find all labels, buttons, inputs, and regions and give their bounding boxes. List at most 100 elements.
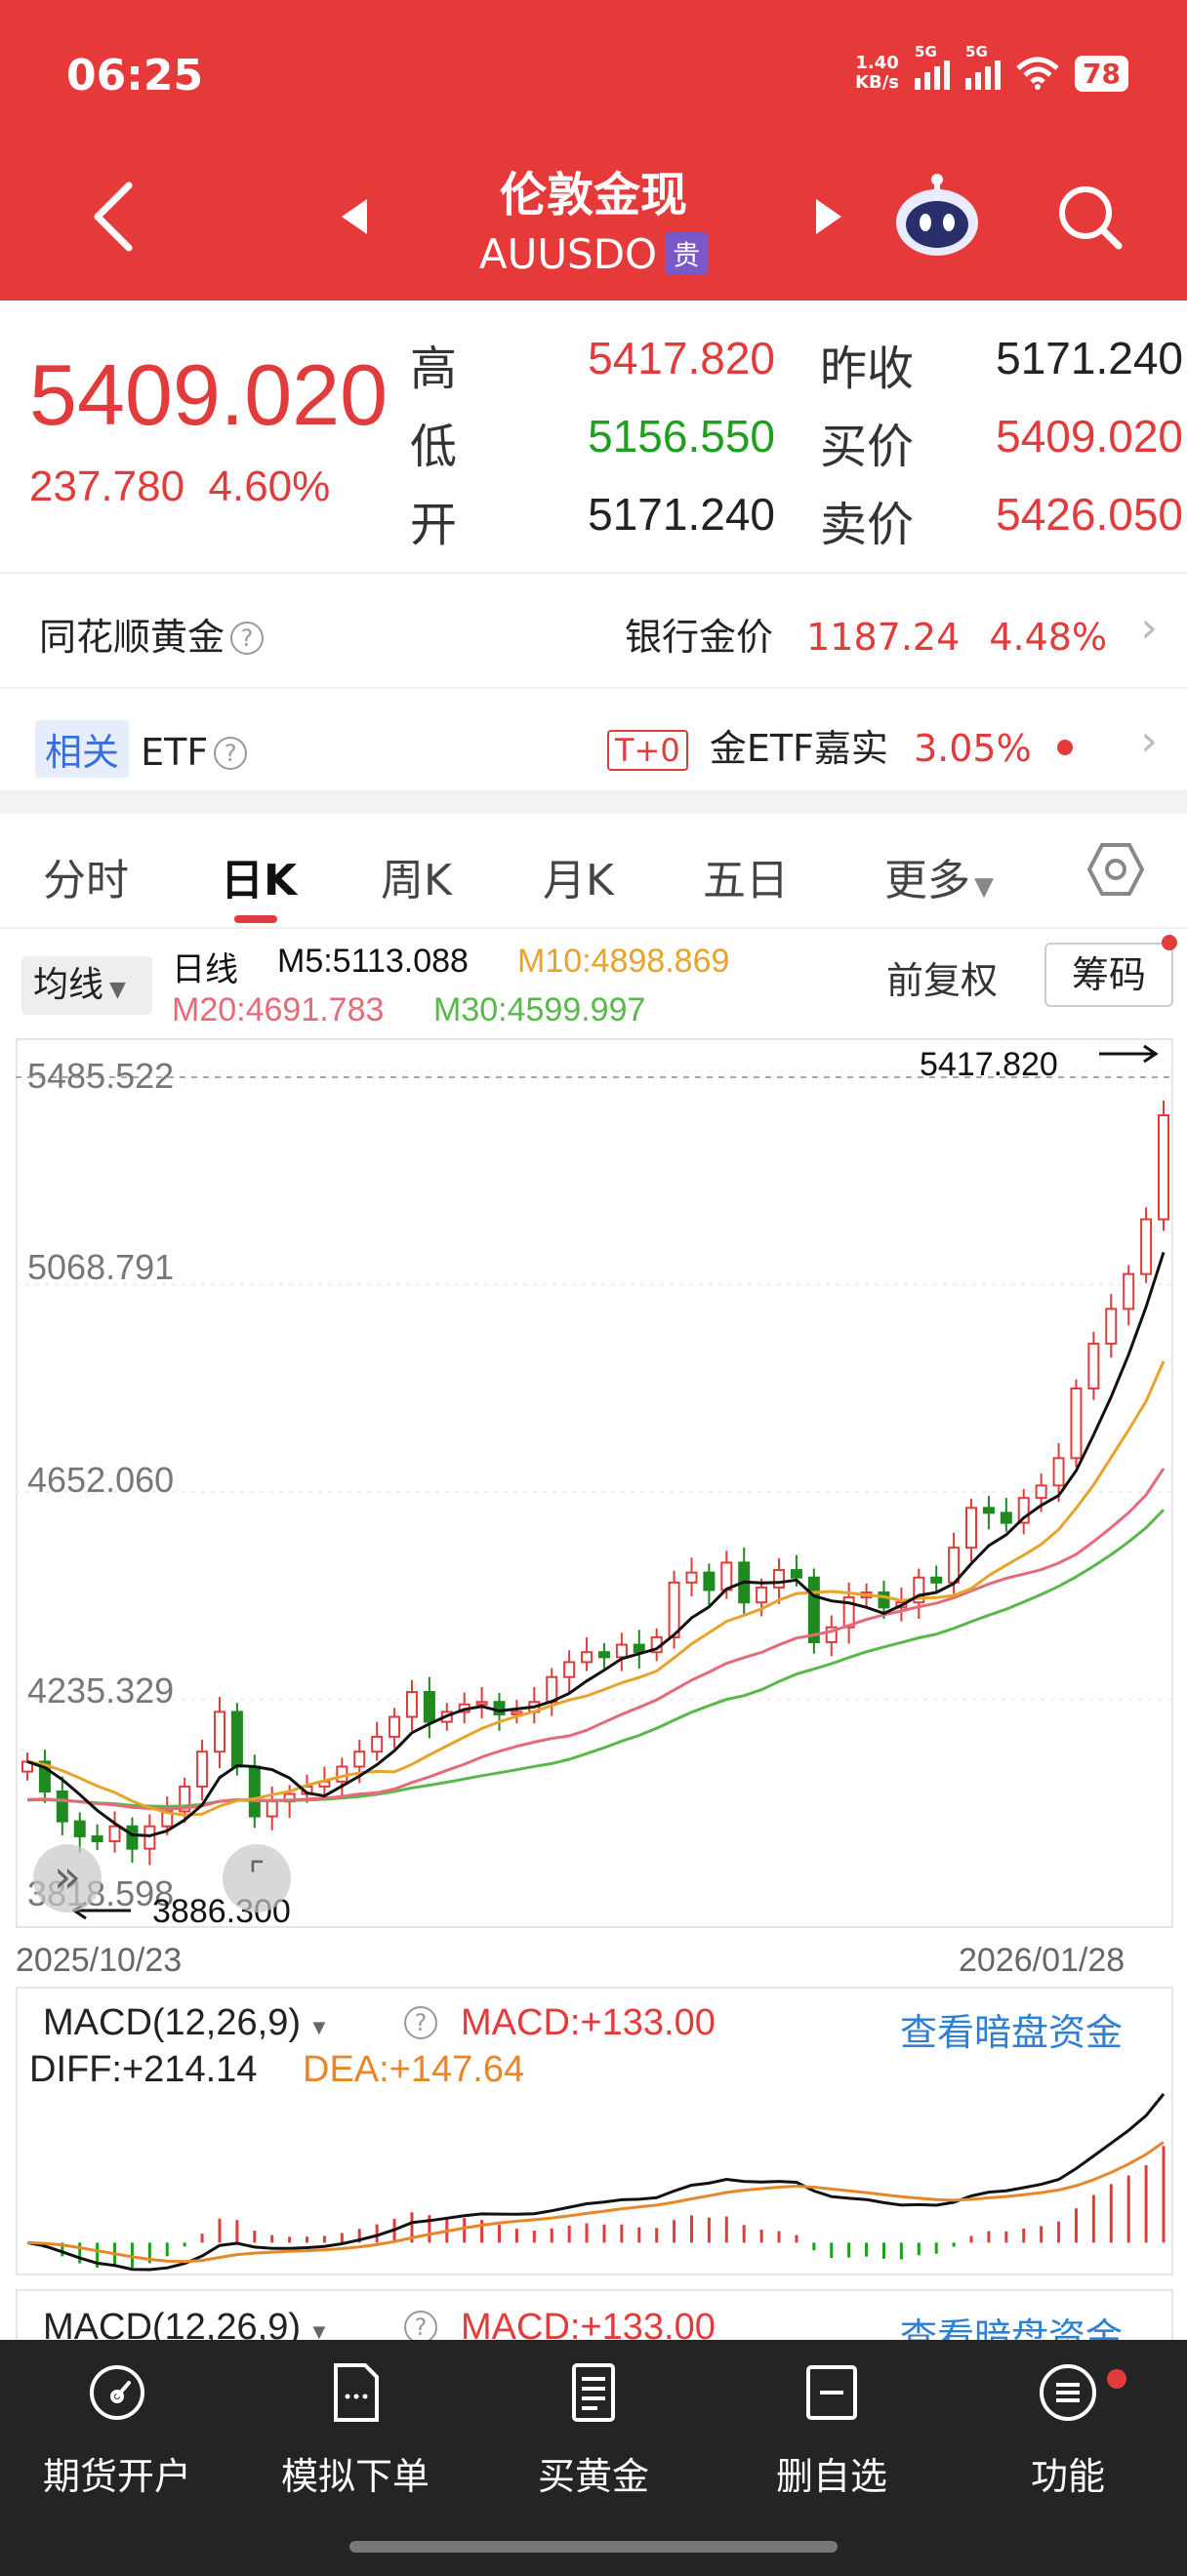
help-icon[interactable]: ? <box>404 2006 437 2039</box>
dark-pool-funds-link[interactable]: 查看暗盘资金 <box>900 2013 1124 2054</box>
tab-weekly-k[interactable]: 周K <box>381 856 452 906</box>
candle-body <box>790 1569 802 1579</box>
chips-button[interactable]: 筹码 <box>1044 943 1173 1007</box>
macd-value: MACD:+133.00 <box>461 2002 716 2043</box>
tab-monthly-k[interactable]: 月K <box>543 856 614 906</box>
net-speed: 1.40 KB/s <box>855 53 900 93</box>
battery-indicator: 78 <box>1075 55 1128 92</box>
price-change: 237.780 4.60% <box>29 463 331 510</box>
signal-icon: 5G <box>965 43 1002 90</box>
y-axis-label: 5068.791 <box>27 1247 175 1287</box>
bank-gold-price-row[interactable]: 银行金价 1187.24 4.48% <box>625 616 1108 659</box>
candle-body <box>842 1596 855 1629</box>
header-bar: 06:25 1.40 KB/s 5G 5G 78 <box>0 0 1187 301</box>
candle-body <box>563 1661 576 1678</box>
ma5-value: M5:5113.088 <box>277 943 469 980</box>
candle-body <box>1035 1484 1047 1500</box>
ask-value: 5426.050 <box>996 489 1183 540</box>
tab-five-day[interactable]: 五日 <box>703 856 789 906</box>
max-price-marker: 5417.820 <box>920 1046 1058 1083</box>
expand-left-icon[interactable]: » <box>33 1844 102 1912</box>
candle-body <box>1052 1457 1065 1487</box>
document-icon <box>334 2363 379 2422</box>
home-indicator[interactable] <box>349 2541 838 2553</box>
section-gap <box>0 790 1187 814</box>
ma30-value: M30:4599.997 <box>433 991 646 1028</box>
macd-selector[interactable]: MACD(12,26,9) ▼ <box>43 2002 330 2043</box>
prev-instrument-icon[interactable] <box>340 197 369 236</box>
chevron-right-icon[interactable]: › <box>1140 716 1158 766</box>
high-value: 5417.820 <box>588 333 775 383</box>
candle-body <box>720 1561 733 1591</box>
search-icon[interactable] <box>1054 181 1125 252</box>
etf-quote-row[interactable]: T+0 金ETF嘉实 3.05% <box>607 718 1073 772</box>
dropdown-icon: ▼ <box>974 872 994 902</box>
candle-body <box>878 1591 890 1609</box>
help-icon[interactable]: ? <box>214 737 248 770</box>
y-axis-label: 5485.522 <box>27 1056 175 1096</box>
candle-body <box>475 1701 488 1706</box>
nav-buy-gold[interactable]: 买黄金 <box>496 2361 691 2500</box>
ma-period-label: 日线 <box>172 951 238 988</box>
kline-chart[interactable] <box>16 1038 1173 1928</box>
divider <box>0 927 1187 929</box>
nav-futures-account[interactable]: 期货开户 <box>20 2361 215 2500</box>
related-etf-label[interactable]: 相关 ETF? <box>35 720 248 778</box>
nav-remove-watchlist[interactable]: 删自选 <box>734 2361 929 2500</box>
candle-body <box>353 1751 366 1768</box>
help-icon[interactable]: ? <box>404 2311 437 2344</box>
ma-line-m10 <box>26 1360 1166 1817</box>
candle-body <box>965 1507 978 1550</box>
low-label: 低 <box>410 420 458 474</box>
chevron-right-icon[interactable]: › <box>1140 603 1158 653</box>
instrument-code: AUUSDO 贵 <box>0 230 1187 278</box>
gauge-icon <box>90 2365 144 2420</box>
candle-body <box>108 1825 121 1842</box>
macd-chart <box>26 2093 1166 2272</box>
macd-panel[interactable] <box>16 1987 1173 2275</box>
candle-body <box>1070 1387 1083 1460</box>
robot-assistant-icon[interactable] <box>892 172 982 260</box>
settings-icon[interactable] <box>1087 841 1144 898</box>
receipt-icon <box>572 2363 615 2422</box>
signal-icon: 5G <box>915 43 951 90</box>
adjust-mode[interactable]: 前复权 <box>886 961 999 1002</box>
related-tag: 相关 <box>35 720 130 778</box>
candle-body <box>336 1765 348 1783</box>
candle-body <box>1123 1272 1135 1310</box>
alert-dot <box>1056 740 1073 755</box>
candle-body <box>825 1626 838 1644</box>
candle-body <box>756 1586 768 1604</box>
notification-dot <box>1107 2369 1126 2389</box>
candle-body <box>38 1760 51 1793</box>
ma10-value: M10:4898.869 <box>517 943 730 980</box>
diff-line <box>26 2093 1166 2272</box>
candle-body <box>581 1651 594 1664</box>
prev-close-label: 昨收 <box>820 342 915 396</box>
max-arrow <box>1099 1044 1159 1064</box>
tab-more[interactable]: 更多 ▼ <box>884 856 994 906</box>
current-price: 5409.020 <box>29 346 389 443</box>
help-icon[interactable]: ? <box>230 622 265 655</box>
kline-chart-frame[interactable] <box>16 1038 1173 1928</box>
tab-daily-k[interactable]: 日K <box>221 856 298 906</box>
tab-intraday[interactable]: 分时 <box>43 856 129 906</box>
candle-body <box>196 1751 209 1788</box>
dea-line <box>26 2141 1165 2264</box>
nav-simulated-order[interactable]: 模拟下单 <box>258 2361 453 2500</box>
y-axis-label: 4235.329 <box>27 1670 175 1711</box>
candle-body <box>913 1576 925 1604</box>
dropdown-icon: ▼ <box>307 2319 330 2344</box>
active-tab-indicator <box>234 915 277 923</box>
nav-functions[interactable]: 功能 <box>970 2361 1166 2500</box>
back-icon[interactable] <box>90 181 137 252</box>
fullscreen-icon[interactable]: ⌜ <box>223 1844 291 1912</box>
ths-gold-label[interactable]: 同花顺黄金? <box>39 607 265 661</box>
candle-body <box>1158 1114 1169 1221</box>
bid-label: 买价 <box>820 420 915 474</box>
next-instrument-icon[interactable] <box>814 197 843 236</box>
candle-body <box>179 1785 191 1813</box>
diff-value: DIFF:+214.14 <box>29 2049 258 2090</box>
ma-selector-button[interactable]: 均线 ▼ <box>21 956 152 1015</box>
